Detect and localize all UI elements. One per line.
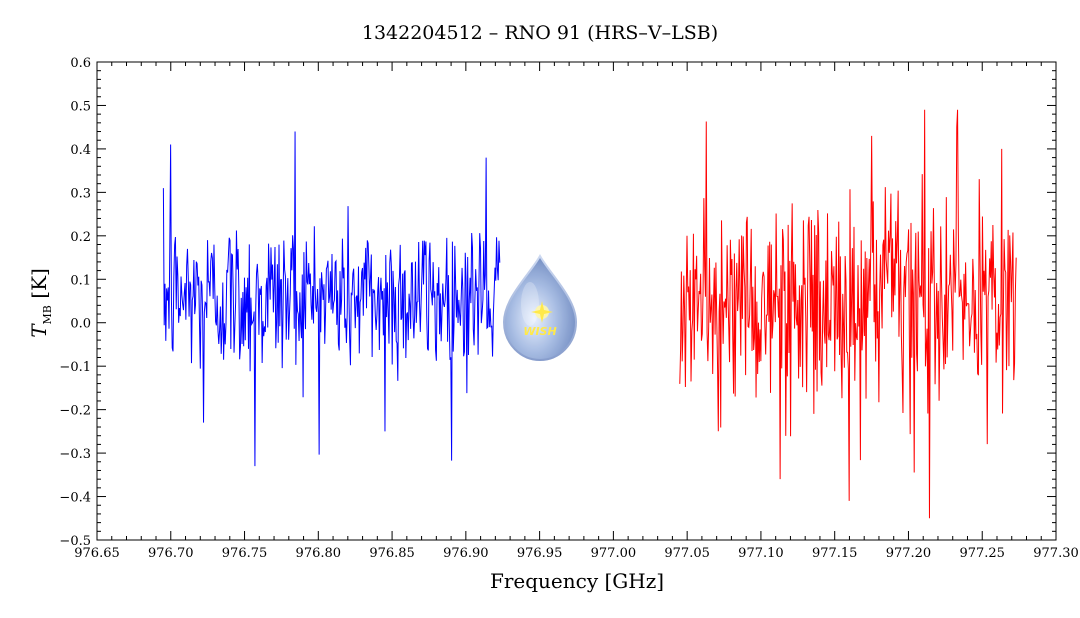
x-tick-label: 976.75	[222, 546, 268, 561]
y-tick-label: 0.4	[70, 143, 91, 158]
y-tick-label: −0.5	[59, 534, 91, 549]
x-tick-label: 976.85	[369, 546, 415, 561]
axis-ticks	[96, 61, 1057, 541]
x-tick-label: 977.15	[812, 546, 858, 561]
series-line-2	[679, 109, 1017, 519]
x-tick-label: 976.65	[74, 546, 120, 561]
y-tick-label: −0.3	[59, 447, 91, 462]
x-tick-label: 977.20	[886, 546, 932, 561]
y-tick-label: 0.3	[70, 186, 91, 201]
x-tick-label: 976.90	[443, 546, 489, 561]
x-tick-label: 977.30	[1033, 546, 1079, 561]
series-line-1	[162, 131, 501, 467]
plot-frame	[96, 61, 1057, 541]
x-axis-title: Frequency [GHz]	[490, 569, 664, 593]
wish-logo: WISH	[502, 253, 578, 362]
tick-labels: 976.65 976.70 976.75 976.80 976.85 976.90 976.…	[59, 56, 1078, 561]
x-tick-label: 976.95	[517, 546, 563, 561]
y-tick-label: 0.6	[70, 56, 91, 71]
y-tick-label: 0.1	[70, 273, 91, 288]
x-tick-label: 977.05	[664, 546, 710, 561]
x-tick-label: 977.10	[738, 546, 784, 561]
y-tick-label: −0.2	[59, 404, 91, 419]
y-axis-title: TMB [K]	[27, 268, 54, 338]
y-tick-label: 0.2	[70, 230, 91, 245]
x-tick-label: 976.70	[148, 546, 194, 561]
x-tick-label: 977.00	[591, 546, 637, 561]
y-tick-label: −0.4	[59, 491, 91, 506]
logo-text: WISH	[523, 325, 556, 338]
y-tick-label: 0.5	[70, 99, 91, 114]
y-tick-label: 0.0	[70, 317, 91, 332]
series-layer	[162, 109, 1017, 519]
chart-title: 1342204512 – RNO 91 (HRS–V–LSB)	[362, 22, 718, 44]
logo-star-icon	[531, 301, 553, 323]
x-tick-label: 977.25	[959, 546, 1005, 561]
y-tick-label: −0.1	[59, 360, 91, 375]
x-tick-label: 976.80	[296, 546, 342, 561]
